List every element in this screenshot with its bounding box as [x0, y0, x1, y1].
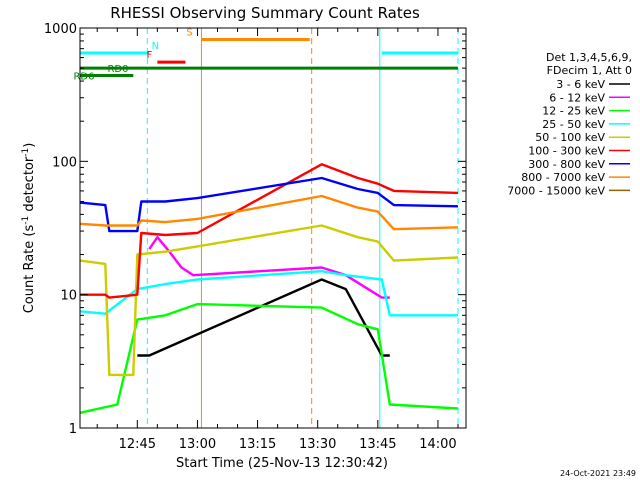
x-tick-label: 13:15 — [239, 437, 276, 452]
legend-label: 12 - 25 keV — [542, 105, 605, 118]
series-line-2 — [79, 302, 459, 414]
plot-frame — [79, 27, 467, 429]
legend-label: 50 - 100 keV — [535, 131, 605, 144]
x-axis-label: Start Time (25-Nov-13 12:30:42) — [176, 456, 388, 471]
legend-label: 6 - 12 keV — [549, 91, 605, 104]
x-tick-label: 12:45 — [119, 437, 156, 452]
series-line-4 — [79, 224, 459, 377]
chart-title: RHESSI Observing Summary Count Rates — [110, 4, 420, 22]
x-tick-label: 14:00 — [419, 437, 456, 452]
flag-label-rd6: RD6 — [73, 72, 94, 83]
y-tick-label: 1000 — [44, 22, 77, 37]
x-tick-label: 13:00 — [179, 437, 216, 452]
legend-label: 7000 - 15000 keV — [507, 184, 605, 197]
y-tick-label: 1 — [69, 422, 77, 437]
legend-label: 300 - 800 keV — [528, 158, 605, 171]
legend-label: 100 - 300 keV — [528, 145, 605, 158]
legend-label: 3 - 6 keV — [556, 78, 605, 91]
y-axis-label: Count Rate (s-1 detector-1) — [21, 143, 37, 314]
series-line-6 — [79, 176, 459, 233]
series-line-5 — [80, 163, 459, 299]
legend-header: Det 1,3,4,5,6,9, — [546, 51, 632, 64]
y-tick-label: 100 — [52, 155, 77, 170]
legend-label: 800 - 7000 keV — [521, 171, 605, 184]
timestamp-label: 24-Oct-2021 23:49 — [560, 469, 636, 478]
flag-label-f: F — [146, 50, 152, 61]
flag-label-n: N — [152, 41, 159, 52]
series-line-7 — [79, 194, 459, 231]
x-tick-label: 13:45 — [359, 437, 396, 452]
flag-label-rd0: RD0 — [107, 64, 128, 75]
flag-label-s: S — [186, 27, 192, 38]
series-line-0 — [137, 278, 390, 357]
series-line-3 — [79, 270, 458, 317]
x-tick-label: 13:30 — [299, 437, 336, 452]
legend-header: FDecim 1, Att 0 — [547, 64, 632, 77]
legend-label: 25 - 50 keV — [542, 118, 605, 131]
y-tick-label: 10 — [60, 289, 77, 304]
series-line-1 — [148, 236, 390, 299]
